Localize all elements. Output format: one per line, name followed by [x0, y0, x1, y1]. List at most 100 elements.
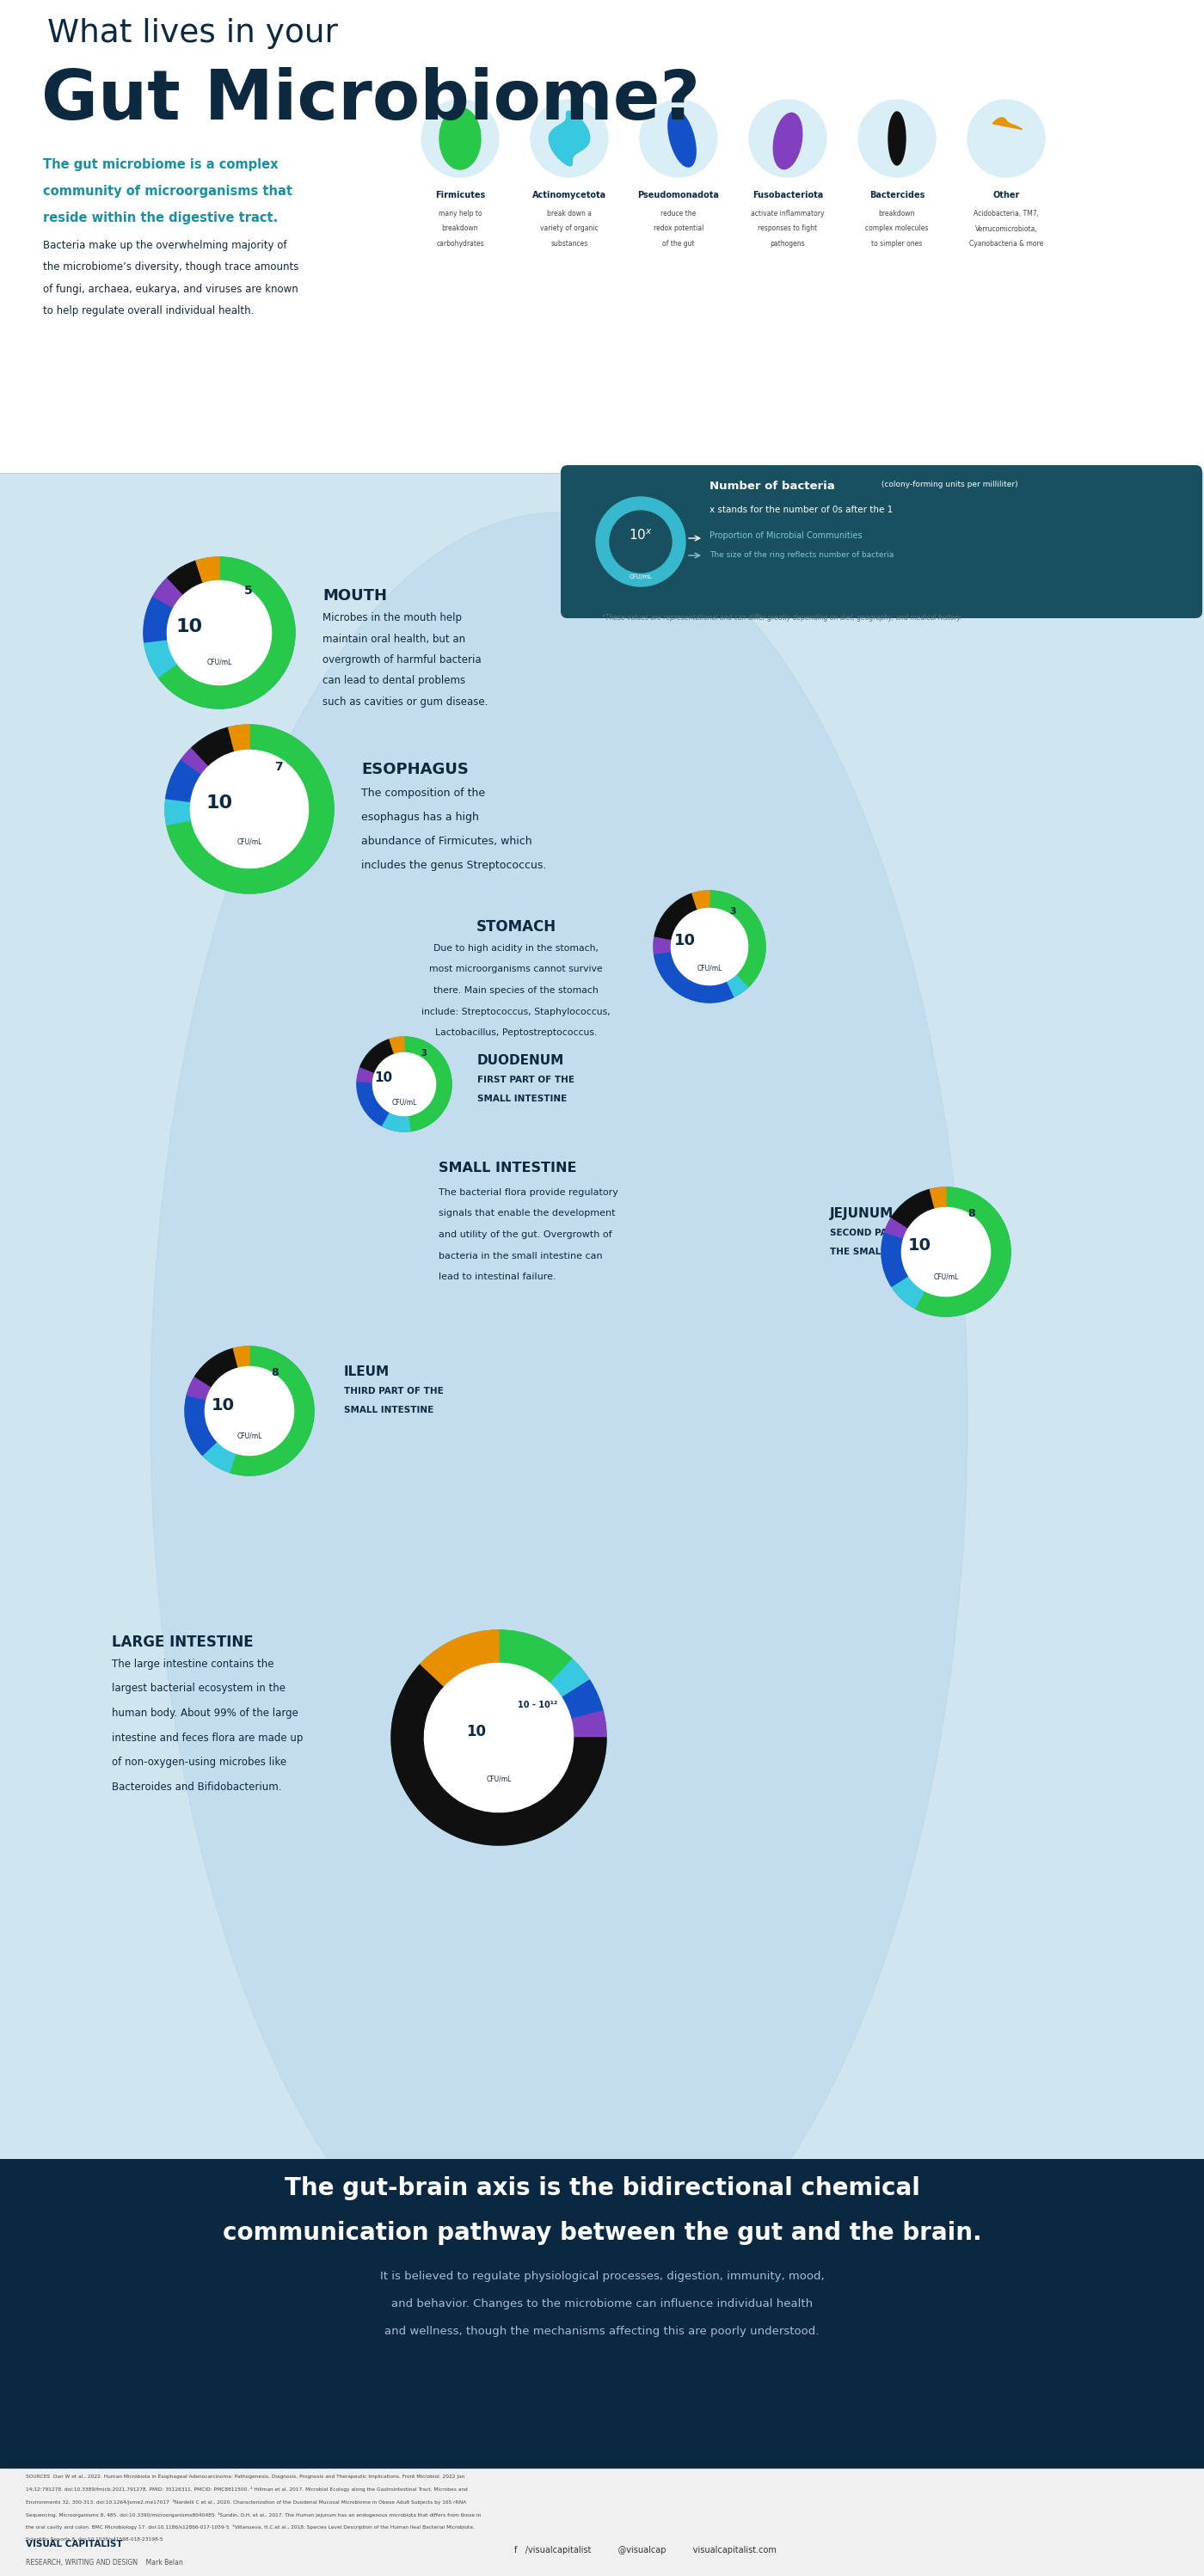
Text: 10: 10 [212, 1396, 235, 1414]
Text: complex molecules: complex molecules [866, 224, 928, 232]
Ellipse shape [150, 513, 968, 2318]
Wedge shape [143, 556, 295, 708]
Wedge shape [234, 1347, 249, 1368]
Text: ESOPHAGUS: ESOPHAGUS [361, 762, 468, 778]
Text: esophagus has a high: esophagus has a high [361, 811, 479, 822]
Wedge shape [391, 1631, 607, 1844]
Text: of non-oxygen-using microbes like: of non-oxygen-using microbes like [112, 1757, 287, 1767]
Text: SECOND PART OF: SECOND PART OF [830, 1229, 916, 1236]
Text: VISUAL CAPITALIST: VISUAL CAPITALIST [25, 2540, 123, 2548]
Wedge shape [195, 1347, 238, 1386]
Text: largest bacterial ecosystem in the: largest bacterial ecosystem in the [112, 1682, 285, 1695]
Wedge shape [158, 556, 295, 708]
Wedge shape [187, 1376, 211, 1399]
Wedge shape [382, 1113, 411, 1131]
Text: and utility of the gut. Overgrowth of: and utility of the gut. Overgrowth of [438, 1231, 612, 1239]
Text: 14;12:791278. doi:10.3389/fmicb.2021.791278. PMID: 35126311. PMCID: PMC8811500. : 14;12:791278. doi:10.3389/fmicb.2021.791… [25, 2486, 467, 2491]
Wedge shape [144, 639, 176, 677]
Text: SOURCES  Dan W et al., 2022. Human Microbiota in Esophageal Adenocarcinoma: Path: SOURCES Dan W et al., 2022. Human Microb… [25, 2476, 465, 2478]
Circle shape [968, 100, 1045, 178]
Circle shape [639, 100, 718, 178]
Text: overgrowth of harmful bacteria: overgrowth of harmful bacteria [323, 654, 482, 665]
Text: CFU/mL: CFU/mL [697, 963, 722, 971]
Text: Gut Microbiome?: Gut Microbiome? [41, 67, 701, 134]
Text: to help regulate overall individual health.: to help regulate overall individual heal… [43, 307, 254, 317]
Text: ILEUM: ILEUM [344, 1365, 390, 1378]
Wedge shape [891, 1190, 934, 1229]
Text: Cyanobacteria & more: Cyanobacteria & more [969, 240, 1044, 247]
Wedge shape [202, 1443, 235, 1473]
Text: Acidobacteria, TM7,: Acidobacteria, TM7, [974, 209, 1039, 216]
Wedge shape [185, 1347, 314, 1476]
Text: LARGE INTESTINE: LARGE INTESTINE [112, 1636, 253, 1651]
Wedge shape [405, 1038, 452, 1131]
Text: Bacteroides and Bifidobacterium.: Bacteroides and Bifidobacterium. [112, 1780, 282, 1793]
Wedge shape [881, 1231, 908, 1285]
Circle shape [609, 510, 672, 572]
Text: can lead to dental problems: can lead to dental problems [323, 675, 466, 688]
Text: includes the genus Streptococcus.: includes the genus Streptococcus. [361, 860, 547, 871]
Text: 5: 5 [244, 585, 253, 598]
Text: (colony-forming units per milliliter): (colony-forming units per milliliter) [879, 482, 1017, 489]
Text: community of microorganisms that: community of microorganisms that [43, 185, 293, 198]
Wedge shape [655, 894, 697, 940]
Text: 10: 10 [674, 933, 696, 948]
Wedge shape [709, 891, 766, 987]
Ellipse shape [439, 108, 480, 170]
Text: SMALL INTESTINE: SMALL INTESTINE [344, 1406, 433, 1414]
Wedge shape [929, 1188, 946, 1208]
Text: maintain oral health, but an: maintain oral health, but an [323, 634, 466, 644]
Text: 10 - 10¹²: 10 - 10¹² [518, 1700, 557, 1708]
Text: reside within the digestive tract.: reside within the digestive tract. [43, 211, 278, 224]
Wedge shape [726, 976, 748, 997]
Text: 10: 10 [374, 1072, 393, 1084]
Wedge shape [191, 726, 235, 765]
Text: 3: 3 [421, 1048, 427, 1056]
FancyBboxPatch shape [561, 466, 1203, 618]
Text: and behavior. Changes to the microbiome can influence individual health: and behavior. Changes to the microbiome … [391, 2298, 813, 2311]
Text: bacteria in the small intestine can: bacteria in the small intestine can [438, 1252, 602, 1260]
Text: f   /visualcapitalist          @visualcap          visualcapitalist.com: f /visualcapitalist @visualcap visualcap… [514, 2545, 777, 2555]
Text: Sequencing. Microorganisms 8, 485. doi:10.3390/microorganisms8040485  ⁴Sundin, O: Sequencing. Microorganisms 8, 485. doi:1… [25, 2512, 480, 2517]
Wedge shape [562, 1680, 603, 1718]
Text: CFU/mL: CFU/mL [207, 659, 232, 667]
Text: JEJUNUM: JEJUNUM [830, 1208, 893, 1221]
Text: 8: 8 [271, 1368, 278, 1378]
Text: carbohydrates: carbohydrates [436, 240, 484, 247]
Circle shape [203, 1365, 295, 1455]
Polygon shape [993, 118, 1022, 129]
Wedge shape [166, 760, 201, 801]
Text: 7: 7 [275, 760, 283, 773]
Text: CFU/mL: CFU/mL [933, 1273, 958, 1280]
Text: DUODENUM: DUODENUM [477, 1054, 565, 1066]
Text: the microbiome’s diversity, though trace amounts: the microbiome’s diversity, though trace… [43, 263, 299, 273]
Text: pathogens: pathogens [771, 240, 805, 247]
Text: The bacterial flora provide regulatory: The bacterial flora provide regulatory [438, 1188, 618, 1198]
Wedge shape [229, 724, 249, 750]
Text: Microbes in the mouth help: Microbes in the mouth help [323, 613, 462, 623]
Text: 10: 10 [466, 1723, 486, 1739]
Text: 10: 10 [908, 1236, 931, 1255]
Text: 8: 8 [968, 1208, 975, 1218]
Text: lead to intestinal failure.: lead to intestinal failure. [438, 1273, 556, 1280]
Wedge shape [391, 1664, 607, 1844]
Wedge shape [167, 562, 202, 595]
Text: THE SMALL INTESTINE: THE SMALL INTESTINE [830, 1247, 943, 1257]
Text: The composition of the: The composition of the [361, 788, 485, 799]
Text: Actinomycetota: Actinomycetota [532, 191, 607, 198]
Text: Bactercides: Bactercides [869, 191, 925, 198]
Text: CFU/mL: CFU/mL [486, 1775, 512, 1783]
Text: the oral cavity and colon. BMC Microbiology 17. doi:10.1186/s12866-017-1059-5  ⁵: the oral cavity and colon. BMC Microbiol… [25, 2524, 474, 2530]
Ellipse shape [668, 111, 696, 167]
Text: include: Streptococcus, Staphylococcus,: include: Streptococcus, Staphylococcus, [421, 1007, 610, 1015]
Text: 3: 3 [730, 907, 736, 917]
Text: What lives in your: What lives in your [47, 18, 338, 49]
Text: Environments 32, 300-313. doi:10.1264/jsme2.me17017  ³Nardelli C et al., 2020. C: Environments 32, 300-313. doi:10.1264/js… [25, 2499, 466, 2504]
Text: FIRST PART OF THE: FIRST PART OF THE [477, 1077, 574, 1084]
Circle shape [421, 100, 498, 178]
Text: SMALL INTESTINE: SMALL INTESTINE [477, 1095, 567, 1103]
Circle shape [749, 100, 826, 178]
Text: 10: 10 [176, 618, 202, 636]
Wedge shape [654, 891, 766, 1002]
Wedge shape [356, 1082, 389, 1126]
